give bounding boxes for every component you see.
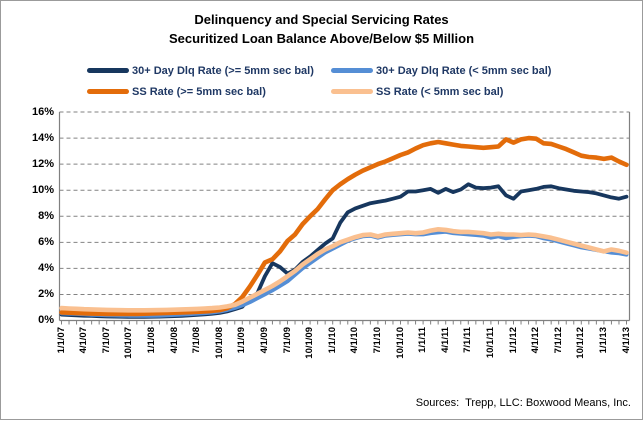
x-axis-label: 7/1/11 xyxy=(462,327,474,353)
x-axis-label: 4/1/13 xyxy=(620,327,632,354)
x-axis-label: 4/1/08 xyxy=(168,327,180,354)
legend-swatch-dlq-ge-5mm xyxy=(87,68,129,73)
x-axis-ticks xyxy=(61,320,627,325)
x-axis-label: 10/1/07 xyxy=(123,327,135,359)
y-axis-label: 16% xyxy=(31,105,54,118)
x-axis-label: 1/1/12 xyxy=(507,327,519,354)
legend-swatch-ss-ge-5mm xyxy=(87,89,129,94)
chart-title-line1: Delinquency and Special Servicing Rates xyxy=(194,12,449,27)
legend-item-dlq-ge-5mm: 30+ Day Dlq Rate (>= 5mm sec bal) xyxy=(87,63,314,78)
legend-label-ss-lt-5mm: SS Rate (< 5mm sec bal) xyxy=(376,85,504,98)
x-axis-label: 1/1/08 xyxy=(145,327,157,354)
legend-item-dlq-lt-5mm: 30+ Day Dlq Rate (< 5mm sec bal) xyxy=(331,63,551,78)
y-axis-label: 2% xyxy=(38,287,54,300)
axes xyxy=(58,112,631,322)
x-axis-label: 7/1/10 xyxy=(371,327,383,354)
legend-label-dlq-lt-5mm: 30+ Day Dlq Rate (< 5mm sec bal) xyxy=(376,64,552,77)
y-axis-label: 4% xyxy=(38,261,54,274)
x-axis-label: 4/1/09 xyxy=(258,327,270,354)
x-axis-label: 7/1/09 xyxy=(281,327,293,354)
x-axis-label: 1/1/13 xyxy=(597,327,609,354)
x-axis-label: 1/1/10 xyxy=(326,327,338,354)
x-axis-label: 7/1/12 xyxy=(552,327,564,354)
series-line-1 xyxy=(59,229,629,318)
series-line-3 xyxy=(59,227,629,313)
x-axis-label: 10/1/11 xyxy=(484,327,496,359)
chart-title: Delinquency and Special Servicing Rates … xyxy=(1,10,642,48)
y-axis-label: 6% xyxy=(38,235,54,248)
gridlines xyxy=(59,111,630,295)
x-axis-label: 10/1/10 xyxy=(394,327,406,359)
x-axis-label: 4/1/11 xyxy=(439,327,451,353)
legend-label-ss-ge-5mm: SS Rate (>= 5mm sec bal) xyxy=(132,85,266,98)
x-axis-label: 10/1/09 xyxy=(304,327,316,359)
chart-title-line2: Securitized Loan Balance Above/Below $5 … xyxy=(168,31,475,46)
series-line-0 xyxy=(59,182,629,319)
x-axis-label: 4/1/07 xyxy=(78,327,90,354)
x-axis-label: 1/1/11 xyxy=(417,327,429,353)
y-axis-label: 0% xyxy=(38,314,54,326)
x-axis-label: 4/1/10 xyxy=(349,327,361,354)
x-axis-label: 4/1/12 xyxy=(530,327,542,354)
y-axis-label: 8% xyxy=(38,209,54,222)
legend-swatch-ss-lt-5mm xyxy=(331,89,373,94)
legend-swatch-dlq-lt-5mm xyxy=(331,68,373,73)
series-line-2 xyxy=(59,135,629,317)
legend-item-ss-lt-5mm: SS Rate (< 5mm sec bal) xyxy=(331,84,503,99)
x-axis-label: 7/1/07 xyxy=(100,327,112,354)
source-note: Sources: Trepp, LLC: Boxwood Means, Inc. xyxy=(415,397,631,409)
y-axis-label: 14% xyxy=(31,131,54,144)
x-axis-label: 7/1/08 xyxy=(191,327,203,354)
x-axis-label: 10/1/08 xyxy=(213,327,225,359)
x-axis-label: 1/1/07 xyxy=(55,327,67,354)
x-axis-label: 1/1/09 xyxy=(236,327,248,354)
y-axis-label: 10% xyxy=(31,183,54,196)
y-axis-label: 12% xyxy=(31,157,54,170)
x-axis-label: 10/1/12 xyxy=(575,327,587,359)
legend-label-dlq-ge-5mm: 30+ Day Dlq Rate (>= 5mm sec bal) xyxy=(132,64,314,77)
legend-item-ss-ge-5mm: SS Rate (>= 5mm sec bal) xyxy=(87,84,266,99)
